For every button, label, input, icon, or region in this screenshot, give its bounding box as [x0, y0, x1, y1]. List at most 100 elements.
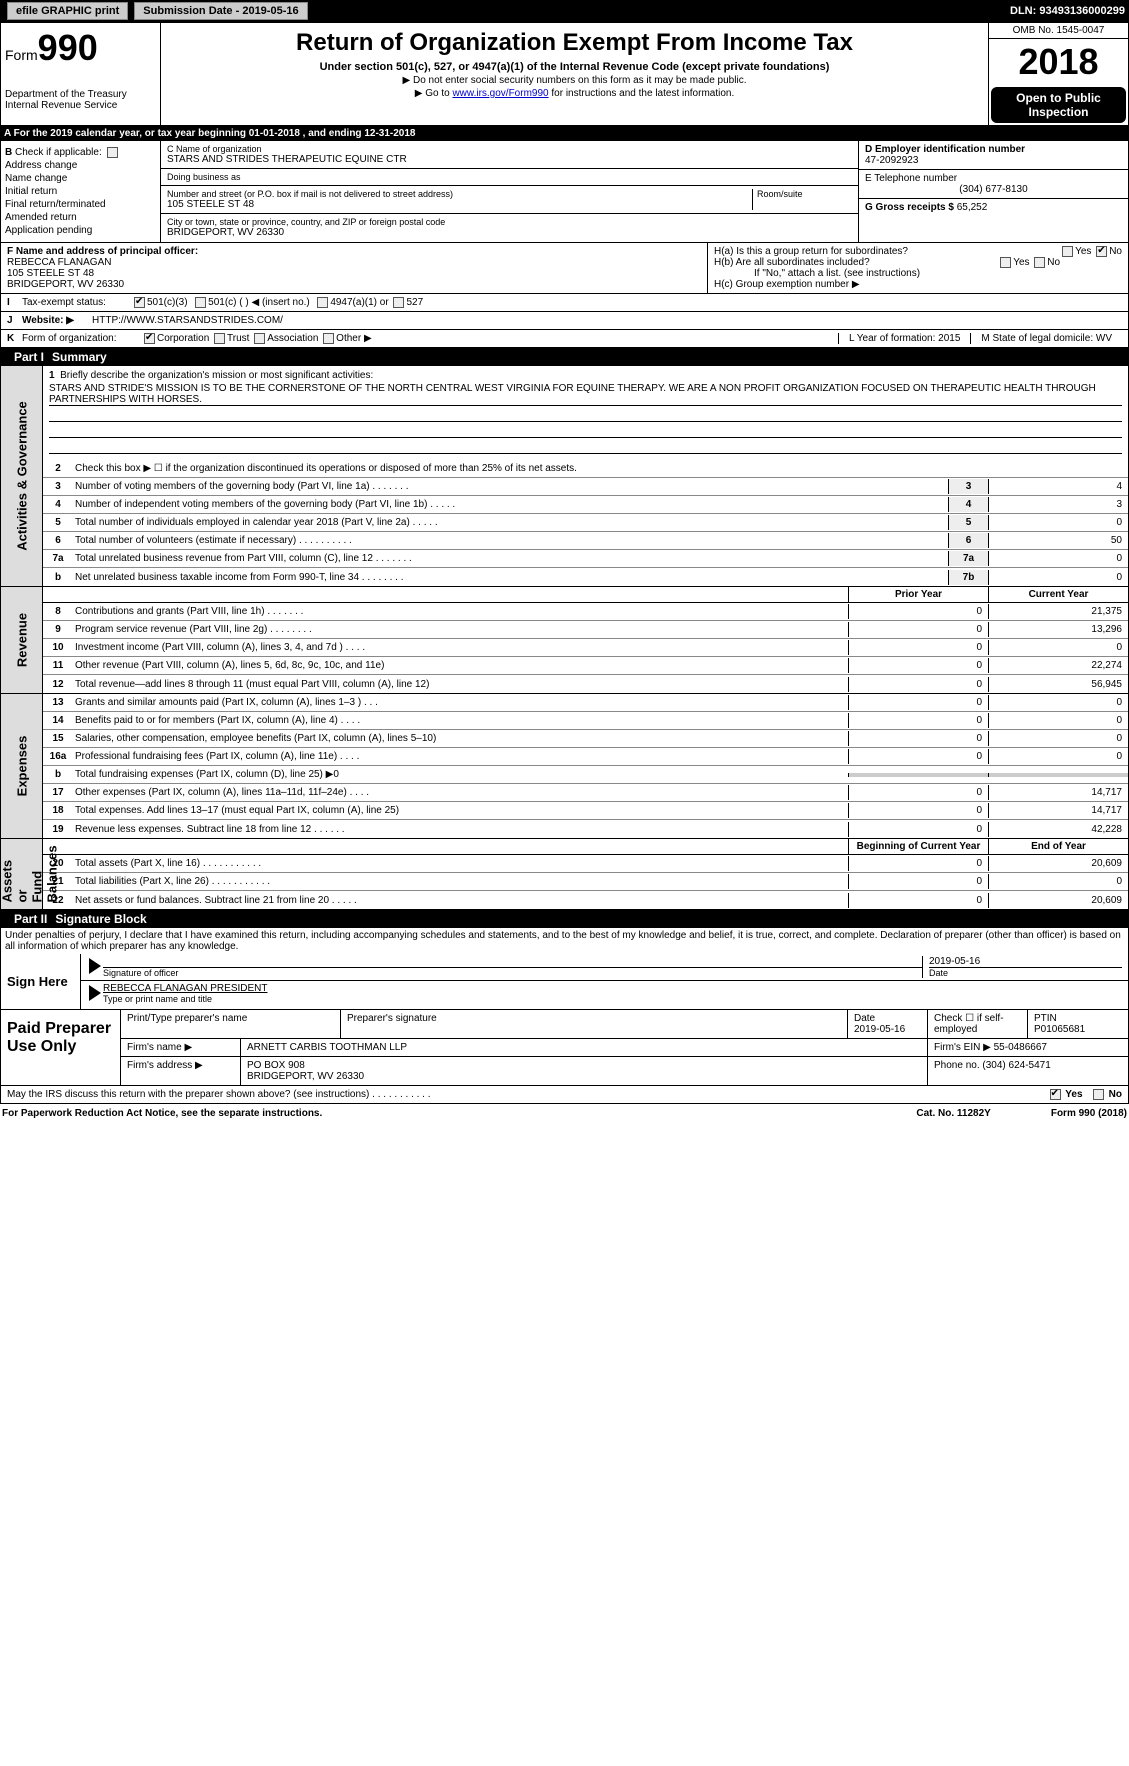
firm-name-label: Firm's name ▶: [121, 1039, 241, 1056]
data-line: 17Other expenses (Part IX, column (A), l…: [43, 784, 1128, 802]
part1-label: Part I: [6, 350, 52, 364]
j-label: J: [7, 315, 22, 326]
discuss-yes[interactable]: [1050, 1089, 1061, 1100]
part1-title: Summary: [52, 350, 107, 364]
527-check[interactable]: [393, 297, 404, 308]
ha-no[interactable]: [1096, 246, 1107, 257]
firm-addr-label: Firm's address ▶: [121, 1057, 241, 1085]
prior-year-header: Prior Year: [848, 587, 988, 602]
assoc-check[interactable]: [254, 333, 265, 344]
opt-corp: Corporation: [157, 333, 209, 344]
gov-line: 7aTotal unrelated business revenue from …: [43, 550, 1128, 568]
governance-label: Activities & Governance: [1, 366, 43, 586]
dln-label: DLN:: [1010, 5, 1039, 17]
mission-blank3: [49, 440, 1122, 454]
mission-label: Briefly describe the organization's miss…: [60, 370, 373, 381]
governance-section: Activities & Governance 1 Briefly descri…: [0, 366, 1129, 587]
ha-yes[interactable]: [1062, 246, 1073, 257]
part2-header: Part II Signature Block: [0, 910, 1129, 928]
preparer-title: Paid Preparer Use Only: [1, 1010, 121, 1085]
discuss-row: May the IRS discuss this return with the…: [0, 1086, 1129, 1104]
section-f: F Name and address of principal officer:…: [1, 243, 708, 293]
phone-label: E Telephone number: [865, 173, 1122, 184]
section-de: D Employer identification number 47-2092…: [858, 141, 1128, 242]
sign-date: 2019-05-16: [929, 956, 1122, 967]
corp-check[interactable]: [144, 333, 155, 344]
footer-left: For Paperwork Reduction Act Notice, see …: [2, 1108, 322, 1119]
discuss-no[interactable]: [1093, 1089, 1104, 1100]
hb-no[interactable]: [1034, 257, 1045, 268]
officer-row: F Name and address of principal officer:…: [0, 243, 1129, 294]
street-value: 105 STEELE ST 48: [167, 199, 752, 210]
b-name-change: Name change: [5, 173, 156, 184]
irs-link[interactable]: www.irs.gov/Form990: [452, 88, 548, 99]
name-label: Type or print name and title: [103, 994, 1122, 1004]
form-prefix: Form: [5, 47, 38, 63]
website-value: HTTP://WWW.STARSANDSTRIDES.COM/: [92, 315, 283, 326]
row-j: J Website: ▶ HTTP://WWW.STARSANDSTRIDES.…: [0, 312, 1129, 330]
city-label: City or town, state or province, country…: [167, 217, 852, 227]
discuss-yes-label: Yes: [1065, 1089, 1082, 1100]
other-check[interactable]: [323, 333, 334, 344]
header-right: OMB No. 1545-0047 2018 Open to Public In…: [988, 23, 1128, 125]
501c3-check[interactable]: [134, 297, 145, 308]
hc-text: H(c) Group exemption number ▶: [714, 279, 1122, 290]
hb-text: H(b) Are all subordinates included?: [714, 257, 870, 268]
hb-note: If "No," attach a list. (see instruction…: [714, 268, 1122, 279]
trust-check[interactable]: [214, 333, 225, 344]
submission-button[interactable]: Submission Date - 2019-05-16: [134, 2, 307, 20]
firm-ein: 55-0486667: [994, 1042, 1047, 1053]
part2-label: Part II: [6, 912, 55, 926]
efile-button[interactable]: efile GRAPHIC print: [7, 2, 128, 20]
form-num: 990: [38, 27, 98, 68]
data-line: 13Grants and similar amounts paid (Part …: [43, 694, 1128, 712]
signer-name: REBECCA FLANAGAN PRESIDENT: [103, 983, 1122, 994]
calendar-year-row: A For the 2019 calendar year, or tax yea…: [0, 126, 1129, 141]
mission-blank2: [49, 424, 1122, 438]
gov-line: bNet unrelated business taxable income f…: [43, 568, 1128, 586]
footer-mid: Cat. No. 11282Y: [916, 1108, 990, 1119]
revenue-label: Revenue: [1, 587, 43, 693]
line2-desc: Check this box ▶ ☐ if the organization d…: [73, 461, 1128, 476]
line2: 2 Check this box ▶ ☐ if the organization…: [43, 460, 1128, 478]
dln-value: 93493136000299: [1039, 5, 1125, 17]
firm-name: ARNETT CARBIS TOOTHMAN LLP: [241, 1039, 928, 1056]
501c-check[interactable]: [195, 297, 206, 308]
prep-phone: (304) 624-5471: [982, 1060, 1050, 1071]
data-line: 15Salaries, other compensation, employee…: [43, 730, 1128, 748]
data-line: 10Investment income (Part VIII, column (…: [43, 639, 1128, 657]
street-label: Number and street (or P.O. box if mail i…: [167, 189, 752, 199]
netassets-section: Net Assets or Fund Balances Beginning of…: [0, 839, 1129, 910]
k-label: K: [7, 333, 22, 344]
prep-date-label: Date: [854, 1013, 875, 1024]
mission-text: STARS AND STRIDE'S MISSION IS TO BE THE …: [49, 383, 1122, 406]
section-c: C Name of organization STARS AND STRIDES…: [161, 141, 858, 242]
officer-city: BRIDGEPORT, WV 26330: [7, 279, 124, 290]
hb-yes[interactable]: [1000, 257, 1011, 268]
data-line: 22Net assets or fund balances. Subtract …: [43, 891, 1128, 909]
gov-line: 6Total number of volunteers (estimate if…: [43, 532, 1128, 550]
data-line: 14Benefits paid to or for members (Part …: [43, 712, 1128, 730]
gross-value: 65,252: [957, 202, 988, 213]
check-applicable[interactable]: [107, 147, 118, 158]
data-line: 18Total expenses. Add lines 13–17 (must …: [43, 802, 1128, 820]
arrow-icon2: [89, 985, 101, 1001]
open-to-public: Open to Public Inspection: [991, 87, 1126, 123]
footer-right: Form 990 (2018): [1051, 1108, 1127, 1119]
sig-officer-label: Signature of officer: [103, 967, 922, 978]
top-bar: efile GRAPHIC print Submission Date - 20…: [0, 0, 1129, 22]
ein-value: 47-2092923: [865, 155, 1122, 166]
form-header: Form990 Department of the Treasury Inter…: [0, 22, 1129, 126]
ein-label: D Employer identification number: [865, 144, 1122, 155]
opt-501c3: 501(c)(3): [147, 297, 188, 308]
i-label: I: [7, 297, 22, 308]
department: Department of the Treasury Internal Reve…: [5, 89, 156, 111]
c-name-label: C Name of organization: [167, 144, 852, 154]
date-label: Date: [929, 967, 1122, 978]
room-label: Room/suite: [757, 189, 852, 199]
state-domicile: M State of legal domicile: WV: [970, 333, 1122, 344]
b-initial-return: Initial return: [5, 186, 156, 197]
k-text: Form of organization:: [22, 333, 142, 344]
4947-check[interactable]: [317, 297, 328, 308]
form-title: Return of Organization Exempt From Incom…: [167, 29, 982, 57]
